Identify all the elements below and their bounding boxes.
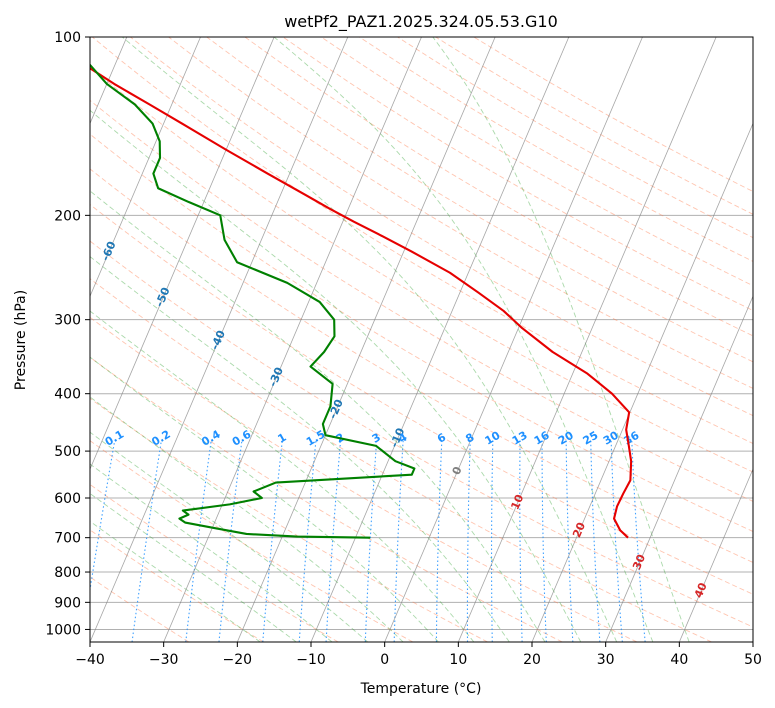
y-tick-label: 100 — [54, 30, 81, 46]
isotherm-line — [90, 37, 349, 642]
y-tick-label: 700 — [54, 531, 81, 547]
pressure-grid — [90, 37, 753, 630]
dry-adiabat-line — [90, 133, 753, 532]
mixing-ratio-line — [466, 440, 471, 642]
dry-adiabat-line — [282, 37, 753, 312]
sounding-series — [90, 63, 633, 539]
mixing-ratio-line — [298, 440, 317, 642]
dry-adiabat-line — [90, 316, 638, 642]
x-tick-label: 10 — [449, 652, 467, 668]
dewpoint-line — [90, 63, 416, 539]
y-axis-title: Pressure (hPa) — [13, 290, 29, 390]
isotherm-line — [90, 37, 275, 471]
isotherm-line — [457, 37, 717, 642]
y-tick-label: 500 — [54, 444, 81, 460]
moist-adiabat-line — [90, 109, 582, 642]
mixing-ratio-line — [590, 440, 601, 642]
plot-frame — [89, 36, 754, 643]
dry-adiabat-label: 40 — [692, 580, 710, 599]
moist-adiabat-line — [90, 256, 510, 642]
dry-adiabat-line — [90, 203, 753, 595]
x-tick-label: −40 — [75, 652, 105, 668]
y-tick-label: 400 — [54, 387, 81, 403]
y-tick-label: 600 — [54, 491, 81, 507]
isotherm-line — [163, 37, 422, 642]
x-tick-label: −10 — [296, 652, 326, 668]
x-tick-label: 40 — [670, 652, 688, 668]
mixing-ratio-line — [185, 440, 212, 642]
moist-adiabat-line — [90, 310, 475, 642]
dry-adiabat-line — [206, 37, 753, 363]
isotherm-line — [310, 37, 570, 642]
temperature-line — [90, 67, 633, 539]
mixing-ratio-line — [631, 440, 646, 642]
x-tick-label: 50 — [744, 652, 762, 668]
isotherm-line — [384, 37, 643, 642]
axes: −40 −30 −20 −10 0 10 20 30 40 50 100 200 300 400 500 60… — [45, 30, 762, 668]
y-tick-label: 800 — [54, 565, 81, 581]
dry-adiabat-line — [244, 37, 753, 337]
dry-adiabat-line — [90, 168, 753, 563]
isotherms — [90, 37, 753, 642]
moist-adiabat-line — [122, 37, 618, 642]
mixing-ratio-line — [364, 440, 378, 642]
dry-adiabat-line — [90, 278, 712, 642]
isotherm-line — [678, 468, 753, 642]
moist-adiabat-line — [432, 37, 690, 642]
isotherm-line — [531, 122, 753, 642]
y-tick-label: 200 — [54, 208, 81, 224]
dry-adiabat-line — [168, 37, 753, 389]
isotherm-line — [236, 37, 496, 642]
mixing-ratio-line — [325, 440, 342, 642]
dry-adiabat-line — [90, 397, 488, 642]
dry-adiabat-label: 20 — [570, 520, 588, 539]
mixing-ratio-line — [519, 440, 523, 642]
x-axis-title: Temperature (°C) — [360, 681, 482, 697]
mixing-ratio-line — [565, 440, 574, 642]
moist-adiabat-line — [90, 431, 368, 642]
moist-adiabat-line — [90, 520, 261, 642]
x-tick-label: 30 — [597, 652, 615, 668]
dry-adiabat-line — [90, 66, 753, 473]
dry-adiabat-label: 30 — [630, 552, 648, 571]
mixing-ratio-line — [262, 440, 283, 642]
mixing-ratio-line — [610, 440, 623, 642]
chart-title: wetPf2_PAZ1.2025.324.05.53.G10 — [284, 12, 558, 32]
mixing-ratio-line — [491, 440, 494, 642]
dry-adiabat-line — [90, 529, 264, 642]
x-tick-label: 0 — [380, 652, 389, 668]
dry-adiabat-line — [90, 483, 339, 642]
moist-adiabat-line — [90, 463, 333, 642]
y-tick-label: 1000 — [45, 622, 81, 638]
moist-adiabat-line — [90, 190, 546, 642]
y-tick-label: 300 — [54, 313, 81, 329]
mixing-ratio-line — [90, 440, 116, 594]
moist-adiabat-line — [273, 37, 654, 642]
mixing-ratio-line — [435, 440, 443, 642]
y-tick-label: 900 — [54, 595, 81, 611]
mixing-ratio-line — [218, 440, 243, 642]
mixing-ratio-lines — [90, 440, 646, 642]
isotherm-line — [605, 295, 753, 642]
mixing-ratio-line — [541, 440, 547, 642]
dry-adiabat-line — [90, 99, 753, 502]
x-tick-label: −30 — [149, 652, 179, 668]
dry-adiabat-line — [90, 240, 753, 628]
plot-area: -100-90-80-70-60-50-40-30-20-10010203040… — [90, 37, 753, 642]
dry-adiabat-label: 10 — [508, 492, 526, 511]
x-tick-label: −20 — [223, 652, 253, 668]
mixing-ratio-line — [131, 440, 162, 642]
x-tick-label: 20 — [523, 652, 541, 668]
dry-adiabat-line — [90, 356, 563, 642]
